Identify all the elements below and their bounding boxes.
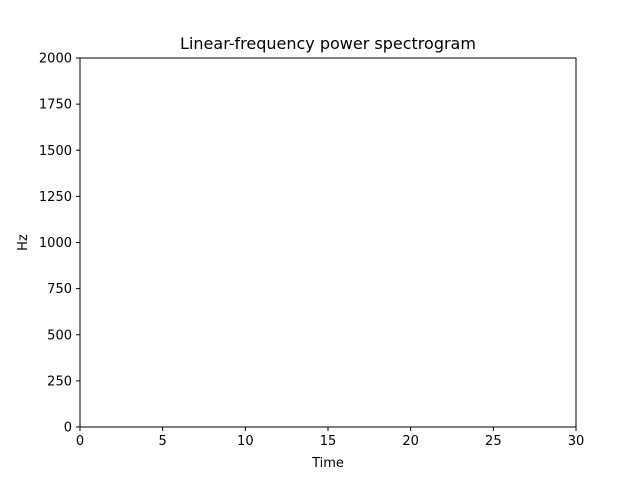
x-tick-label: 25 xyxy=(485,434,502,449)
x-axis-ticks: 0 5 10 15 20 25 30 xyxy=(76,427,584,449)
x-tick-label: 30 xyxy=(568,434,585,449)
y-axis-label: Hz xyxy=(16,234,31,251)
plot-area xyxy=(79,57,577,428)
y-axis-ticks: 0 250 500 750 1000 1250 1500 1750 2000 xyxy=(39,52,80,436)
x-tick-label: 15 xyxy=(320,434,337,449)
y-tick-label: 250 xyxy=(47,374,72,389)
x-axis-label: Time xyxy=(311,456,344,471)
y-tick-label: 1500 xyxy=(39,144,72,159)
x-tick-label: 20 xyxy=(402,434,419,449)
x-tick-label: 0 xyxy=(76,434,84,449)
y-tick-label: 750 xyxy=(47,282,72,297)
y-tick-label: 1750 xyxy=(39,98,72,113)
y-tick-label: 0 xyxy=(64,421,72,436)
x-tick-label: 5 xyxy=(159,434,167,449)
x-tick-label: 10 xyxy=(237,434,254,449)
y-tick-label: 2000 xyxy=(39,52,72,67)
y-tick-label: 1250 xyxy=(39,190,72,205)
chart-title: Linear-frequency power spectrogram xyxy=(180,34,476,53)
y-tick-label: 1000 xyxy=(39,236,72,251)
y-tick-label: 500 xyxy=(47,328,72,343)
